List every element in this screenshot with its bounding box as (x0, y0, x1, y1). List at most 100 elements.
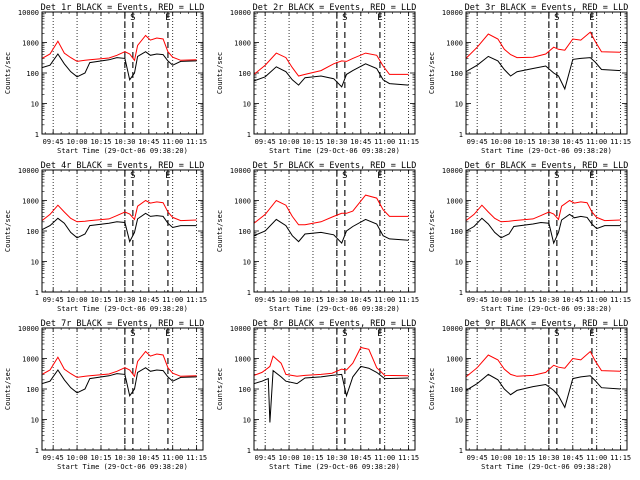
y-tick-label: 1 (459, 131, 463, 139)
plot-frame (41, 169, 204, 293)
x-axis-label: Start Time (29-Oct-06 09:38:20) (481, 147, 612, 155)
y-axis-label: Counts/sec (428, 210, 436, 252)
x-tick-label: 10:30 (326, 454, 347, 462)
x-tick-label: 09:45 (467, 296, 488, 304)
marker-label: E (377, 329, 382, 339)
plot-frame (465, 169, 628, 293)
chart-panel-1: Det 1r BLACK = Events, RED = LLD 1 10 100 10… (4, 3, 207, 155)
x-tick-label: 10:15 (90, 296, 111, 304)
marker-label: S (342, 13, 347, 23)
x-tick-label: 11:00 (374, 454, 395, 462)
x-tick-label: 09:45 (255, 454, 276, 462)
x-tick-label: 09:45 (43, 296, 64, 304)
x-tick-label: 10:30 (538, 454, 559, 462)
x-tick-label: 10:45 (350, 138, 371, 146)
y-tick-label: 1000 (22, 356, 39, 364)
x-tick-label: 11:15 (186, 454, 207, 462)
x-tick-label: 11:15 (610, 138, 631, 146)
chart-panel-5: Det 5r BLACK = Events, RED = LLD 1 10 100 10… (216, 161, 419, 313)
y-tick-label: 100 (450, 228, 463, 236)
x-tick-label: 11:15 (398, 138, 419, 146)
y-tick-label: 1 (459, 289, 463, 297)
x-tick-label: 10:45 (562, 296, 583, 304)
x-axis-label: Start Time (29-Oct-06 09:38:20) (57, 305, 188, 313)
x-tick-label: 11:00 (586, 454, 607, 462)
plot-frame (465, 11, 628, 135)
y-tick-label: 1 (247, 447, 251, 455)
x-axis-label: Start Time (29-Oct-06 09:38:20) (269, 463, 400, 471)
panel-title: Det 9r BLACK = Events, RED = LLD (465, 319, 629, 329)
y-axis-label: Counts/sec (216, 368, 224, 410)
marker-label: S (554, 329, 559, 339)
x-tick-label: 10:15 (302, 138, 323, 146)
x-tick-label: 10:45 (562, 138, 583, 146)
series-line-events (465, 213, 621, 245)
panel-title: Det 1r BLACK = Events, RED = LLD (41, 3, 205, 13)
y-tick-label: 10000 (442, 9, 463, 17)
series-line-lld (253, 194, 409, 226)
y-tick-label: 100 (238, 70, 251, 78)
x-tick-label: 09:45 (255, 296, 276, 304)
marker-label: S (342, 329, 347, 339)
y-axis-label: Counts/sec (428, 52, 436, 94)
series-line-lld (41, 350, 197, 378)
y-axis-label: Counts/sec (428, 368, 436, 410)
x-tick-label: 11:00 (374, 296, 395, 304)
x-tick-label: 10:00 (279, 454, 300, 462)
x-tick-label: 10:00 (279, 296, 300, 304)
x-tick-label: 10:45 (350, 454, 371, 462)
y-tick-label: 1000 (22, 198, 39, 206)
y-axis-label: Counts/sec (4, 210, 12, 252)
y-tick-label: 10 (455, 101, 463, 109)
y-axis-label: Counts/sec (216, 52, 224, 94)
series-line-lld (465, 350, 621, 378)
plot-frame (253, 327, 416, 451)
x-tick-label: 11:00 (586, 138, 607, 146)
x-tick-label: 10:30 (114, 296, 135, 304)
x-axis-label: Start Time (29-Oct-06 09:38:20) (481, 305, 612, 313)
marker-label: S (130, 171, 135, 181)
x-tick-label: 10:30 (538, 296, 559, 304)
x-tick-label: 10:00 (491, 138, 512, 146)
marker-label: E (377, 171, 382, 181)
marker-label: E (165, 329, 170, 339)
y-tick-label: 10000 (230, 9, 251, 17)
x-tick-label: 11:00 (162, 138, 183, 146)
y-tick-label: 1000 (234, 198, 251, 206)
plot-frame (465, 327, 628, 451)
x-axis-label: Start Time (29-Oct-06 09:38:20) (269, 147, 400, 155)
x-tick-label: 11:15 (610, 454, 631, 462)
marker-label: E (589, 329, 594, 339)
series-line-events (253, 218, 409, 245)
y-tick-label: 1 (35, 289, 39, 297)
panel-title: Det 5r BLACK = Events, RED = LLD (253, 161, 417, 171)
y-tick-label: 10000 (230, 167, 251, 175)
x-tick-label: 10:15 (514, 296, 535, 304)
y-tick-label: 100 (238, 228, 251, 236)
x-tick-label: 11:00 (586, 296, 607, 304)
marker-label: E (165, 13, 170, 23)
y-axis-label: Counts/sec (4, 368, 12, 410)
x-tick-label: 09:45 (467, 454, 488, 462)
chart-panel-8: Det 8r BLACK = Events, RED = LLD 1 10 100 10… (216, 319, 419, 471)
x-tick-label: 10:15 (302, 454, 323, 462)
y-tick-label: 10 (455, 259, 463, 267)
marker-label: E (589, 171, 594, 181)
y-tick-label: 10000 (230, 325, 251, 333)
x-tick-label: 10:15 (302, 296, 323, 304)
x-tick-label: 10:45 (562, 454, 583, 462)
marker-label: S (130, 13, 135, 23)
x-tick-label: 11:15 (398, 296, 419, 304)
plot-frame (253, 169, 416, 293)
y-tick-label: 10 (243, 101, 251, 109)
x-tick-label: 11:15 (398, 454, 419, 462)
panel-title: Det 4r BLACK = Events, RED = LLD (41, 161, 205, 171)
y-tick-label: 1000 (446, 356, 463, 364)
y-tick-label: 10 (243, 417, 251, 425)
chart-panel-9: Det 9r BLACK = Events, RED = LLD 1 10 100 10… (428, 319, 631, 471)
y-tick-label: 10 (243, 259, 251, 267)
y-tick-label: 10 (31, 101, 39, 109)
y-tick-label: 100 (26, 70, 39, 78)
chart-panel-2: Det 2r BLACK = Events, RED = LLD 1 10 100 10… (216, 3, 419, 155)
